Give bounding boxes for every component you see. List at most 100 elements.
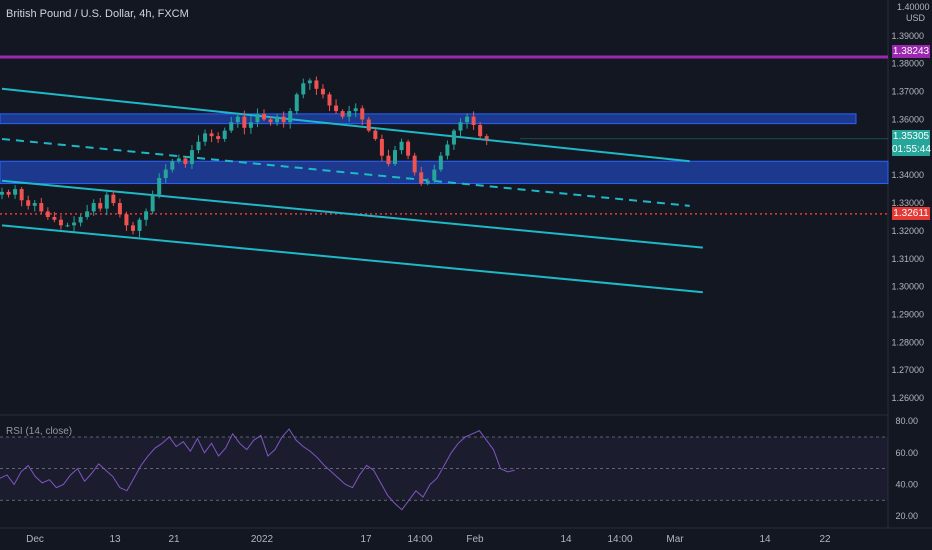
- candle-body: [196, 141, 201, 151]
- candle-body: [471, 116, 476, 126]
- candle-body: [262, 113, 266, 120]
- time-tick-label: 2022: [251, 534, 274, 545]
- rsi-line: [0, 428, 515, 511]
- candle-body: [314, 80, 319, 89]
- supply-demand-zones: [0, 113, 889, 185]
- candle-body: [111, 194, 116, 204]
- candle-body: [229, 122, 234, 131]
- time-tick-label: Dec: [26, 534, 44, 545]
- price-tick-label: 1.39000: [891, 31, 924, 41]
- candle-body: [137, 219, 142, 231]
- candle-body: [144, 211, 149, 220]
- candlestick-series: [0, 76, 489, 238]
- candle-body: [78, 216, 83, 223]
- candle-body: [32, 203, 37, 206]
- candle-body: [353, 108, 358, 112]
- time-tick-label: 14: [759, 534, 771, 545]
- candle-body: [0, 191, 4, 195]
- rsi-title: RSI (14, close): [6, 426, 73, 437]
- bar-countdown: 01:55:44: [892, 144, 931, 155]
- candle-body: [340, 111, 345, 117]
- candle-body: [366, 119, 371, 131]
- horizontal-levels: [0, 55, 888, 215]
- candle-body: [347, 111, 352, 117]
- time-tick-label: 21: [168, 534, 180, 545]
- level-low-badge: 1.32611: [892, 207, 930, 220]
- trendline-2: [1, 137, 690, 207]
- candle-body: [45, 211, 50, 217]
- time-axis[interactable]: Dec 13 21 2022 17 14:00 Feb 14 14:00 Mar 14 22: [26, 534, 831, 545]
- candle-body: [163, 169, 168, 178]
- price-tick-label: 1.30000: [891, 282, 924, 292]
- last-price-badge: 1.35305 01:55:44: [892, 130, 931, 156]
- candle-body: [393, 150, 397, 165]
- price-tick-label: 1.34000: [891, 170, 924, 180]
- axis-currency-label: USD: [905, 13, 925, 23]
- rsi-panel: 80.00 60.00 40.00 20.00: [0, 416, 918, 521]
- candle-body: [320, 88, 325, 95]
- trendline-channel: [1, 87, 703, 294]
- candle-body: [131, 225, 135, 231]
- candle-body: [373, 130, 378, 139]
- candle-body: [242, 116, 247, 128]
- candle-body: [484, 136, 489, 139]
- candle-body: [104, 194, 109, 209]
- price-tick-label: 1.28000: [891, 337, 924, 347]
- candle-body: [288, 111, 293, 123]
- candle-body: [222, 130, 227, 139]
- candle-body: [458, 122, 463, 131]
- candle-body: [327, 94, 332, 106]
- candle-body: [406, 141, 411, 156]
- price-tick-label: 1.36000: [891, 114, 924, 124]
- candle-body: [91, 203, 96, 212]
- rsi-tick-label: 80.00: [895, 416, 918, 426]
- price-tick-label: 1.38000: [891, 59, 924, 69]
- candle-body: [58, 219, 63, 226]
- time-tick-label: Feb: [466, 534, 484, 545]
- candle-body: [425, 180, 430, 184]
- candle-body: [176, 158, 181, 162]
- candle-body: [399, 141, 404, 151]
- rsi-tick-label: 40.00: [895, 479, 918, 489]
- candle-body: [412, 155, 417, 173]
- price-tick-label: 1.27000: [891, 365, 924, 375]
- time-tick-label: 14:00: [407, 534, 432, 545]
- chart-title: British Pound / U.S. Dollar, 4h, FXCM: [6, 8, 189, 20]
- candle-body: [386, 155, 391, 165]
- candle-body: [13, 189, 18, 195]
- price-tick-label: 1.29000: [891, 309, 924, 319]
- candle-body: [39, 203, 44, 212]
- candle-body: [438, 155, 443, 170]
- last-price-value: 1.35305: [892, 131, 930, 142]
- time-tick-label: 14: [560, 534, 572, 545]
- level-high-badge: 1.38243: [892, 45, 930, 58]
- candle-body: [72, 222, 77, 226]
- candle-body: [85, 211, 90, 217]
- candle-body: [334, 105, 339, 112]
- candle-body: [268, 119, 273, 123]
- trendline-3: [1, 179, 703, 249]
- candle-body: [6, 191, 11, 195]
- candle-body: [432, 169, 437, 181]
- candle-body: [379, 138, 384, 156]
- candle-body: [307, 80, 312, 84]
- axis-top-price: 1.40000: [897, 2, 930, 12]
- candle-body: [183, 158, 188, 165]
- candle-body: [294, 94, 299, 112]
- time-tick-label: 14:00: [607, 534, 632, 545]
- candle-body: [203, 133, 208, 142]
- candle-body: [124, 214, 129, 226]
- price-tick-label: 1.32000: [891, 226, 924, 236]
- candle-body: [170, 161, 175, 170]
- candle-body: [451, 130, 456, 145]
- candle-body: [52, 216, 57, 220]
- price-tick-label: 1.33000: [891, 198, 924, 208]
- candle-body: [216, 136, 221, 139]
- candle-body: [98, 203, 103, 209]
- candle-body: [255, 113, 260, 123]
- candle-body: [301, 83, 306, 95]
- candle-body: [465, 116, 470, 123]
